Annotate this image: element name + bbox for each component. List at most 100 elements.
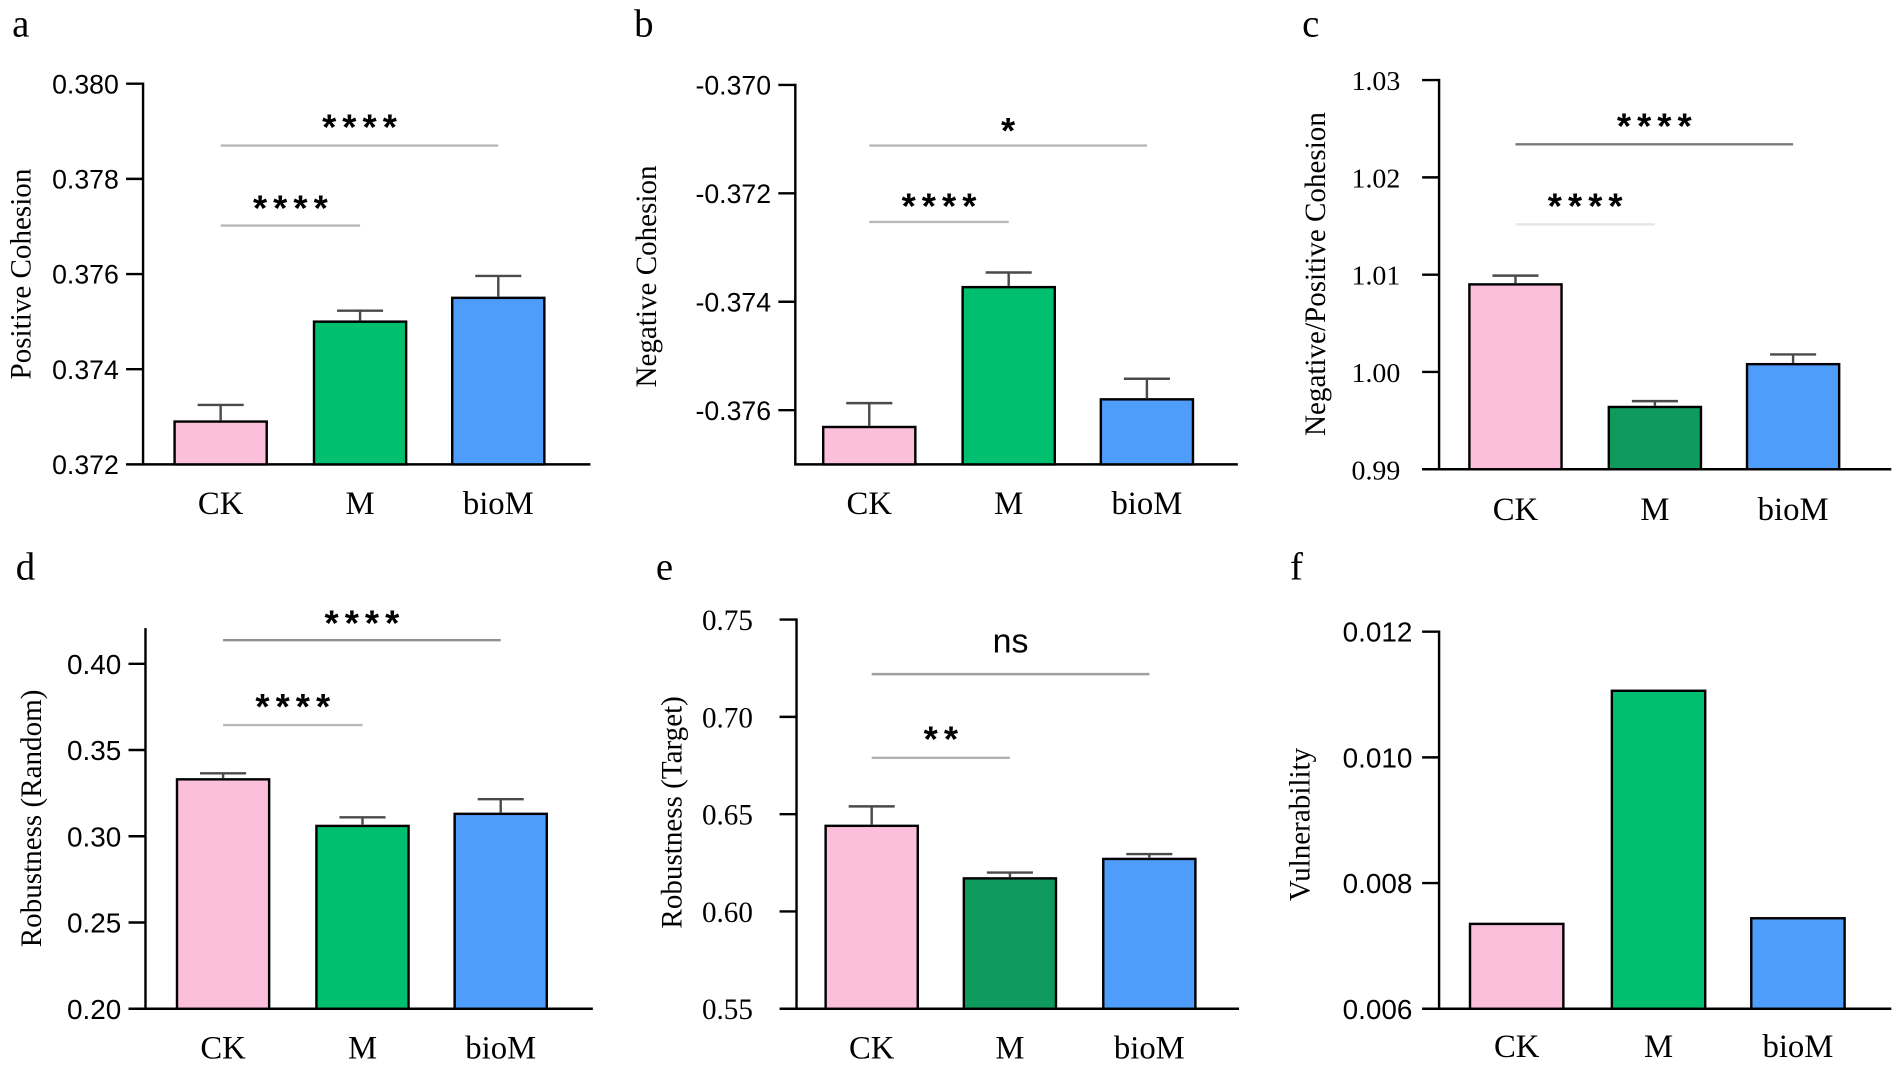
panel-c-significance-label-0: **** xyxy=(1548,185,1629,226)
panel-c-error-bar-biom xyxy=(1770,353,1817,363)
panel-e-bar-biom xyxy=(1102,857,1197,1010)
panel-e-error-bar-biom xyxy=(1126,852,1173,858)
panel-d-category-label-ck: CK xyxy=(200,1030,246,1066)
panel-b-bar-ck xyxy=(821,425,917,466)
panel-b-y-axis-title: Negative Cohesion xyxy=(631,165,663,388)
panel-c-bar-ck xyxy=(1468,283,1563,471)
panel-b-significance-label-1: * xyxy=(1001,110,1021,151)
panel-c-bar-biom xyxy=(1745,362,1841,471)
panel-a-y-tick-label: 0.376 xyxy=(52,260,119,290)
panel-d-y-tick-label: 0.20 xyxy=(67,994,121,1025)
panel-e-y-tick-label: 0.75 xyxy=(702,605,753,637)
panel-d-bar-ck xyxy=(175,778,271,1010)
panel-a-y-tick-label: 0.374 xyxy=(52,355,119,385)
panel-e: e Robustness (Target) 0.55 0.60 0.65 0.70 0.75… xyxy=(656,546,1240,1066)
panel-e-error-bar-ck xyxy=(848,805,895,825)
panel-a-y-axis-title: Positive Cohesion xyxy=(5,168,37,379)
panel-e-letter: e xyxy=(656,546,673,589)
panel-c-bar-m xyxy=(1607,405,1703,471)
panel-e-category-label-biom: bioM xyxy=(1114,1030,1185,1066)
panel-c-category-label-ck: CK xyxy=(1493,492,1539,528)
panel-d-y-tick-label: 0.25 xyxy=(67,908,121,939)
panel-e-y-tick-label: 0.60 xyxy=(702,897,753,929)
panel-a-error-bar-biom xyxy=(475,274,522,297)
panel-c-y-tick-label: 1.00 xyxy=(1352,358,1401,389)
panel-c-y-tick-label: 0.99 xyxy=(1352,455,1401,486)
panel-f-category-label-ck: CK xyxy=(1494,1029,1540,1065)
panel-a-significance-label-0: **** xyxy=(253,188,334,229)
panel-f-bar-m xyxy=(1610,689,1707,1010)
panel-e-significance-label-1: ns xyxy=(993,622,1029,660)
panel-b-y-tick-label: -0.374 xyxy=(695,287,771,317)
panel-d: d Robustness (Random) 0.20 0.25 0.30 0.35 0.40… xyxy=(16,546,593,1066)
panel-b-category-label-biom: bioM xyxy=(1111,486,1182,522)
panel-e-bar-ck xyxy=(824,824,919,1010)
panel-c-category-label-m: M xyxy=(1640,492,1669,528)
panel-a-category-label-biom: bioM xyxy=(463,486,534,522)
panel-e-bar-m xyxy=(962,877,1058,1010)
panel-b-y-tick-label: -0.370 xyxy=(695,71,771,101)
panel-b: b Negative Cohesion -0.370 -0.372 -0.374 -0.3… xyxy=(631,2,1238,522)
panel-a-bar-ck xyxy=(173,420,268,466)
panel-f-bar-ck xyxy=(1468,922,1565,1010)
panel-a-letter: a xyxy=(12,2,29,45)
panel-d-significance-label-0: **** xyxy=(255,686,336,727)
panel-a-error-bar-m xyxy=(337,309,384,321)
panel-d-bar-biom xyxy=(453,812,548,1010)
panel-d-letter: d xyxy=(16,546,35,589)
panel-f-y-tick-label: 0.006 xyxy=(1343,994,1413,1025)
panel-a-bar-m xyxy=(312,320,408,466)
panel-f-letter: f xyxy=(1290,546,1303,589)
panel-b-error-bar-ck xyxy=(846,401,893,426)
panel-b-significance-label-0: **** xyxy=(902,185,983,226)
panel-c-y-tick-label: 1.02 xyxy=(1352,163,1401,194)
panel-d-significance-label-1: **** xyxy=(324,602,405,643)
panel-b-letter: b xyxy=(634,2,653,45)
panel-a-category-label-m: M xyxy=(346,486,375,522)
panel-d-y-axis-title: Robustness (Random) xyxy=(16,690,48,948)
panel-e-y-axis-title: Robustness (Target) xyxy=(656,696,688,928)
panel-d-category-label-biom: bioM xyxy=(465,1030,536,1066)
panel-c-significance-label-1: **** xyxy=(1617,105,1698,146)
panel-d-y-tick-label: 0.30 xyxy=(67,821,121,852)
panel-b-bar-biom xyxy=(1099,398,1195,466)
panel-c-error-bar-m xyxy=(1631,399,1678,406)
panel-e-significance-label-0: ** xyxy=(924,719,964,760)
panel-d-y-tick-label: 0.40 xyxy=(67,649,121,680)
panel-e-category-label-m: M xyxy=(995,1030,1024,1066)
panel-f-bar-biom xyxy=(1750,917,1846,1010)
panel-c-y-tick-label: 1.03 xyxy=(1352,66,1401,97)
panel-b-y-tick-label: -0.376 xyxy=(695,396,771,426)
panel-a-bar-biom xyxy=(451,296,546,466)
panel-a-significance-label-1: **** xyxy=(322,106,403,147)
panel-a-y-tick-label: 0.380 xyxy=(52,69,119,99)
panel-a: a Positive Cohesion 0.372 0.374 0.376 0.378 0.… xyxy=(5,2,591,522)
panel-e-y-tick-label: 0.70 xyxy=(702,702,753,734)
panel-d-error-bar-m xyxy=(339,816,386,825)
panel-f-y-tick-label: 0.010 xyxy=(1343,742,1413,773)
panel-b-error-bar-biom xyxy=(1123,377,1170,399)
panel-d-bar-m xyxy=(315,824,410,1010)
panel-f-y-axis-title: Vulnerability xyxy=(1284,747,1316,901)
panel-b-bar-m xyxy=(961,285,1056,466)
panel-e-category-label-ck: CK xyxy=(849,1030,895,1066)
panel-f-category-label-biom: bioM xyxy=(1762,1029,1833,1065)
panel-c-y-axis-title: Negative/Positive Cohesion xyxy=(1300,112,1332,436)
panel-b-error-bar-m xyxy=(985,271,1032,286)
panel-a-error-bar-ck xyxy=(197,403,244,421)
panel-a-y-tick-label: 0.372 xyxy=(52,450,119,480)
panel-e-y-tick-label: 0.65 xyxy=(702,800,753,832)
panel-b-category-label-ck: CK xyxy=(847,486,893,522)
panel-d-y-tick-label: 0.35 xyxy=(67,735,121,766)
panel-c: c Negative/Positive Cohesion 0.99 1.00 1.01 1… xyxy=(1300,2,1892,528)
panel-f-y-tick-label: 0.012 xyxy=(1343,617,1413,648)
panel-b-category-label-m: M xyxy=(994,486,1023,522)
panel-d-error-bar-biom xyxy=(477,797,524,813)
panel-e-error-bar-m xyxy=(986,871,1033,878)
panel-c-letter: c xyxy=(1302,2,1319,45)
panel-a-category-label-ck: CK xyxy=(198,486,244,522)
panel-a-y-tick-label: 0.378 xyxy=(52,164,119,194)
panel-e-y-tick-label: 0.55 xyxy=(702,994,753,1026)
